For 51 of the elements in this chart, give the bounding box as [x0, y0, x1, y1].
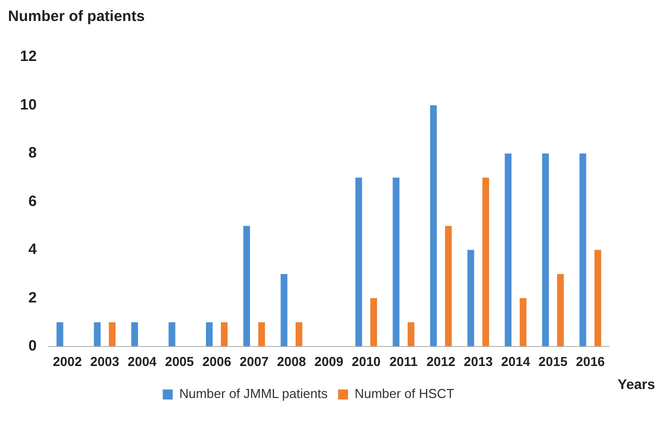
y-tick-label: 0 [28, 338, 37, 355]
bar [520, 298, 526, 346]
bar [220, 322, 228, 346]
x-tick-label: 2013 [464, 354, 493, 369]
legend-label: Number of JMML patients [179, 386, 328, 402]
bar [542, 153, 549, 346]
bar [594, 250, 602, 346]
bar [408, 322, 414, 346]
bar [258, 322, 265, 346]
bar [243, 226, 250, 346]
y-tick-label: 2 [28, 289, 37, 306]
x-tick-label: 2004 [128, 354, 158, 369]
bar [392, 178, 400, 346]
x-tick-label: 2011 [389, 354, 418, 369]
legend-label: Number of HSCT [354, 386, 454, 402]
x-tick-label: 2012 [426, 354, 456, 369]
bar [370, 298, 378, 346]
bar [467, 250, 474, 346]
x-tick-label: 2008 [277, 354, 306, 369]
bar [504, 153, 512, 346]
bar [168, 322, 176, 346]
bar [131, 322, 138, 346]
bar [430, 105, 437, 346]
bar [280, 274, 288, 346]
bar [579, 153, 586, 346]
bar [56, 322, 64, 346]
x-tick-label: 2006 [202, 354, 232, 369]
x-tick-label: 2016 [576, 354, 605, 369]
x-tick-label: 2010 [352, 354, 381, 369]
bar [94, 322, 101, 346]
x-axis-title: Years [618, 376, 655, 392]
y-tick-label: 12 [20, 48, 37, 66]
y-axis-title: Number of patients [8, 8, 145, 25]
bar [355, 178, 362, 346]
x-tick-label: 2007 [240, 354, 269, 369]
x-tick-label: 2003 [90, 354, 120, 369]
bar [482, 178, 490, 346]
bar [445, 226, 452, 346]
y-tick-label: 10 [20, 96, 37, 114]
bar [108, 322, 116, 346]
y-tick-label: 6 [28, 192, 37, 210]
x-tick-label: 2009 [314, 354, 344, 369]
y-tick-label: 4 [28, 241, 38, 258]
bar [296, 322, 302, 346]
x-tick-label: 2014 [501, 354, 531, 369]
x-tick-label: 2015 [538, 354, 568, 369]
bar [557, 274, 564, 346]
bar [206, 322, 213, 346]
y-tick-label: 8 [28, 144, 37, 162]
x-tick-label: 2005 [164, 354, 194, 369]
x-tick-label: 2002 [52, 354, 82, 369]
